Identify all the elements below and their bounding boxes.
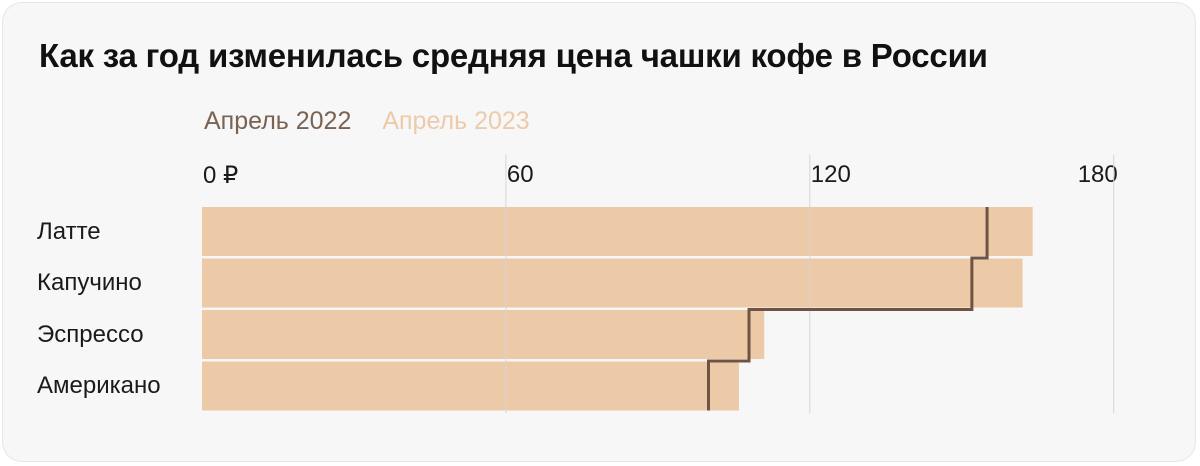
legend-item-april-2023: Апрель 2023 [382,107,530,135]
category-label-americano: Американо [37,372,161,399]
category-label-espresso: Эспрессо [37,320,144,348]
legend: Апрель 2022 Апрель 2023 [204,107,554,136]
bar-april-2023-2 [202,310,765,359]
x-tick-label-0: 0 ₽ [203,162,239,189]
category-label-latte: Латте [37,217,101,245]
legend-item-april-2022: Апрель 2022 [204,107,352,135]
category-label-cappuccino: Капучино [37,269,142,296]
x-tick-label-60: 60 [506,161,534,188]
bar-april-2023-3 [202,361,739,411]
step-line-april-2022 [707,207,989,411]
plot-area [202,155,1115,413]
x-tick-label-180: 180 [1077,161,1118,188]
chart-title: Как за год изменилась средняя цена чашки… [39,37,988,74]
bar-april-2023-0 [202,207,1033,256]
bar-april-2023-1 [202,258,1023,308]
x-tick-label-120: 120 [810,161,851,188]
